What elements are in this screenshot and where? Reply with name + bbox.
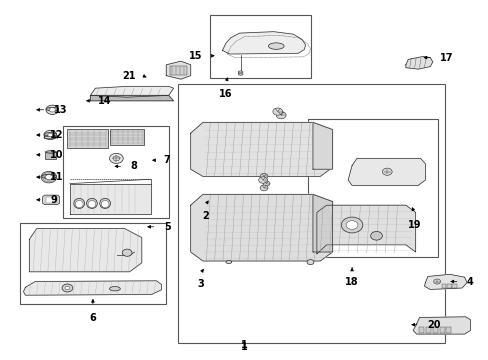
Circle shape — [62, 284, 73, 292]
Circle shape — [113, 156, 120, 161]
Circle shape — [46, 105, 59, 114]
Circle shape — [382, 168, 391, 175]
Circle shape — [346, 221, 357, 229]
Text: 11: 11 — [50, 172, 64, 182]
Bar — [418, 327, 423, 333]
Bar — [110, 129, 144, 145]
Text: 12: 12 — [50, 130, 64, 140]
Ellipse shape — [225, 261, 231, 264]
Circle shape — [341, 217, 362, 233]
Circle shape — [433, 279, 440, 284]
Bar — [446, 327, 450, 333]
Text: 10: 10 — [50, 150, 64, 160]
Polygon shape — [70, 184, 150, 214]
Bar — [62, 126, 169, 218]
Ellipse shape — [109, 287, 120, 291]
Text: 1: 1 — [241, 340, 247, 350]
Text: 13: 13 — [54, 105, 67, 115]
Text: 9: 9 — [50, 195, 57, 205]
Polygon shape — [347, 158, 425, 185]
Text: 16: 16 — [219, 89, 232, 99]
Text: 21: 21 — [122, 71, 135, 81]
Bar — [432, 327, 437, 333]
Polygon shape — [29, 229, 142, 272]
Circle shape — [48, 133, 53, 137]
Circle shape — [306, 260, 313, 265]
Polygon shape — [316, 205, 415, 254]
Ellipse shape — [86, 198, 97, 208]
Circle shape — [44, 130, 57, 140]
Polygon shape — [166, 61, 190, 79]
Text: 20: 20 — [426, 320, 440, 330]
Circle shape — [276, 112, 285, 119]
Bar — [45, 152, 56, 159]
Bar — [178, 84, 444, 343]
Polygon shape — [190, 194, 332, 261]
Bar — [46, 197, 57, 203]
Ellipse shape — [100, 198, 110, 208]
Ellipse shape — [238, 71, 243, 73]
Polygon shape — [42, 195, 60, 204]
Ellipse shape — [74, 198, 84, 208]
Ellipse shape — [268, 43, 284, 49]
Circle shape — [45, 175, 52, 180]
Polygon shape — [222, 32, 305, 54]
Polygon shape — [312, 122, 332, 169]
Circle shape — [65, 286, 70, 290]
Circle shape — [41, 171, 57, 183]
Bar — [67, 129, 107, 148]
Ellipse shape — [44, 132, 57, 136]
Bar — [425, 327, 430, 333]
Polygon shape — [424, 274, 466, 289]
Bar — [307, 119, 437, 257]
Text: 17: 17 — [439, 53, 453, 63]
Ellipse shape — [41, 175, 57, 178]
Text: 8: 8 — [130, 161, 137, 171]
Circle shape — [272, 108, 282, 115]
Ellipse shape — [75, 201, 83, 208]
Text: 4: 4 — [466, 276, 473, 287]
Ellipse shape — [101, 201, 109, 208]
Circle shape — [263, 181, 269, 186]
Ellipse shape — [45, 151, 56, 153]
Text: 1: 1 — [241, 342, 247, 352]
Circle shape — [109, 153, 123, 163]
Polygon shape — [23, 281, 161, 295]
Polygon shape — [90, 86, 173, 97]
Ellipse shape — [44, 136, 57, 139]
Bar — [441, 284, 446, 288]
Bar — [447, 284, 451, 288]
Text: 6: 6 — [89, 313, 96, 323]
Bar — [210, 15, 310, 78]
Bar — [169, 66, 187, 75]
Polygon shape — [90, 95, 173, 101]
Circle shape — [370, 231, 382, 240]
Text: 19: 19 — [407, 220, 421, 230]
Polygon shape — [412, 317, 469, 334]
Circle shape — [260, 174, 267, 179]
Text: 5: 5 — [163, 222, 170, 232]
Ellipse shape — [88, 201, 96, 208]
Polygon shape — [190, 122, 332, 176]
Circle shape — [258, 177, 267, 183]
Ellipse shape — [46, 107, 59, 111]
Text: 2: 2 — [202, 211, 208, 221]
Circle shape — [49, 108, 55, 112]
Ellipse shape — [238, 73, 243, 75]
Polygon shape — [312, 194, 332, 252]
Bar — [20, 223, 166, 304]
Text: 14: 14 — [98, 96, 111, 106]
Text: 18: 18 — [345, 277, 358, 287]
Polygon shape — [405, 57, 432, 69]
Text: 7: 7 — [163, 155, 170, 165]
Bar — [439, 327, 444, 333]
Circle shape — [260, 185, 267, 191]
Text: 15: 15 — [189, 51, 203, 61]
Text: 3: 3 — [197, 279, 203, 289]
Bar — [451, 284, 456, 288]
Circle shape — [122, 249, 132, 256]
